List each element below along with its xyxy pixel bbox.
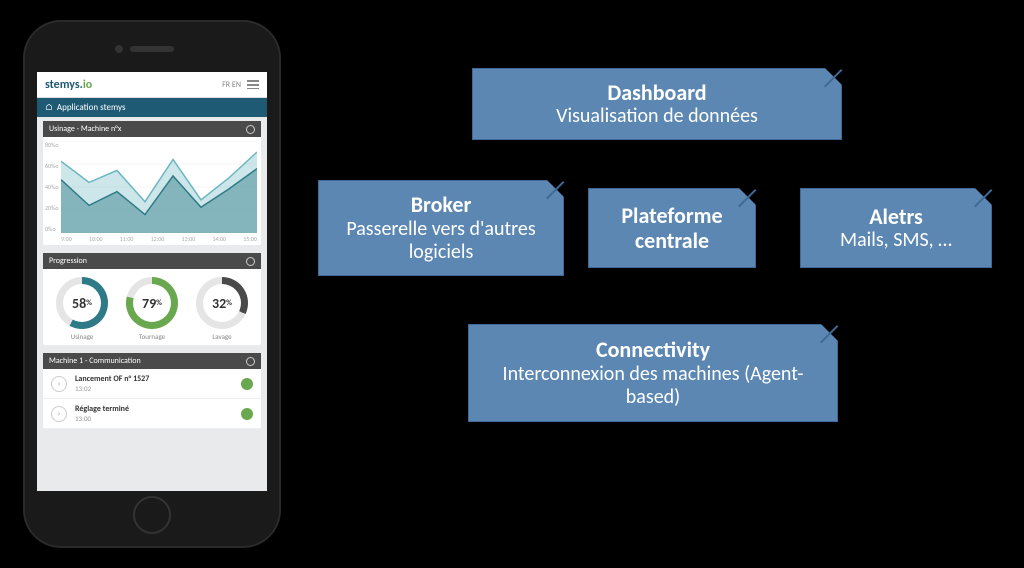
arch-box-sub: Interconnexion des machines (Agent-based… bbox=[479, 363, 827, 409]
chart-y-axis: 80%o60%o40%o20%o0%o bbox=[45, 141, 59, 233]
gauge-ring: 32% bbox=[196, 277, 248, 329]
phone-mockup: stemys.io FR EN ⌂ Application stemys Usi… bbox=[25, 22, 279, 546]
gauge-label: Usinage bbox=[71, 332, 94, 341]
app-subheader-text: Application stemys bbox=[57, 102, 126, 113]
arch-box-title: Broker bbox=[411, 192, 472, 217]
list-panel-header: Machine 1 - Communication bbox=[43, 353, 261, 369]
chart-area: 80%o60%o40%o20%o0%o 9:0010:0011:0012:001… bbox=[43, 137, 261, 245]
arch-box-broker: BrokerPasserelle vers d'autres logiciels bbox=[318, 180, 564, 276]
phone-camera bbox=[115, 45, 123, 53]
home-icon: ⌂ bbox=[45, 102, 53, 113]
arch-box-title: Dashboard bbox=[607, 80, 706, 105]
gauge-ring: 58% bbox=[56, 277, 108, 329]
gauge-value: 79% bbox=[126, 277, 178, 329]
list-item: › Réglage terminé13:00 bbox=[43, 399, 261, 429]
arch-box-sub: Passerelle vers d'autres logiciels bbox=[329, 218, 553, 264]
arch-box-platform: Plateforme centrale bbox=[588, 188, 756, 268]
gauge-panel-header: Progression bbox=[43, 253, 261, 269]
list-item: › Lancement OF n° 152713:02 bbox=[43, 369, 261, 399]
arch-box-title: Aletrs bbox=[869, 204, 923, 229]
list-item-sub: 13:02 bbox=[75, 384, 233, 393]
gauge-value: 58% bbox=[56, 277, 108, 329]
header-lang: FR EN bbox=[222, 80, 259, 90]
chart-title: Usinage - Machine n°x bbox=[49, 124, 121, 134]
phone-speaker bbox=[130, 46, 174, 52]
chevron-right-icon: › bbox=[51, 406, 67, 422]
gauge: 32% Lavage bbox=[196, 277, 248, 341]
app-subheader: ⌂ Application stemys bbox=[37, 98, 267, 117]
list-item-sub: 13:00 bbox=[75, 414, 233, 423]
arch-box-sub: Visualisation de données bbox=[556, 105, 758, 128]
area-chart bbox=[61, 141, 257, 233]
gauge-ring: 79% bbox=[126, 277, 178, 329]
gear-icon bbox=[246, 357, 255, 366]
list-panel-title: Machine 1 - Communication bbox=[49, 356, 141, 366]
list-panel: Machine 1 - Communication › Lancement OF … bbox=[43, 353, 261, 429]
gauge: 58% Usinage bbox=[56, 277, 108, 341]
gauge-value: 32% bbox=[196, 277, 248, 329]
lang-text: FR EN bbox=[222, 80, 241, 90]
gear-icon bbox=[246, 125, 255, 134]
arch-box-connectivity: ConnectivityInterconnexion des machines … bbox=[468, 324, 838, 422]
arch-box-alerts: AletrsMails, SMS, … bbox=[800, 188, 992, 268]
chart-panel-header: Usinage - Machine n°x bbox=[43, 121, 261, 137]
list-text: Lancement OF n° 152713:02 bbox=[75, 374, 233, 393]
gauge-panel: Progression 58% Usinage 79% Tournage 32% Lava… bbox=[43, 253, 261, 345]
app-header: stemys.io FR EN bbox=[37, 72, 267, 98]
arch-box-dashboard: DashboardVisualisation de données bbox=[472, 68, 842, 140]
arch-box-sub: Mails, SMS, … bbox=[840, 229, 952, 252]
gauge-panel-title: Progression bbox=[49, 256, 87, 266]
gear-icon bbox=[246, 257, 255, 266]
app-logo: stemys.io bbox=[45, 78, 92, 92]
hamburger-icon bbox=[247, 80, 259, 89]
list-text: Réglage terminé13:00 bbox=[75, 404, 233, 423]
phone-screen: stemys.io FR EN ⌂ Application stemys Usi… bbox=[37, 72, 267, 491]
status-dot bbox=[241, 408, 253, 420]
chevron-right-icon: › bbox=[51, 376, 67, 392]
gauge-row: 58% Usinage 79% Tournage 32% Lavage bbox=[43, 269, 261, 345]
arch-box-title: Connectivity bbox=[596, 337, 710, 362]
list-body: › Lancement OF n° 152713:02 › Réglage termi… bbox=[43, 369, 261, 429]
gauge-label: Tournage bbox=[139, 332, 165, 341]
phone-home-button bbox=[133, 496, 171, 534]
chart-panel: Usinage - Machine n°x 80%o60%o40%o20%o0%… bbox=[43, 121, 261, 245]
list-item-title: Réglage terminé bbox=[75, 404, 233, 414]
chart-x-axis: 9:0010:0011:0012:0013:0014:0015:00 bbox=[61, 235, 257, 243]
arch-box-title: Plateforme centrale bbox=[599, 203, 745, 254]
gauge: 79% Tournage bbox=[126, 277, 178, 341]
list-item-title: Lancement OF n° 1527 bbox=[75, 374, 233, 384]
gauge-label: Lavage bbox=[212, 332, 231, 341]
status-dot bbox=[241, 378, 253, 390]
